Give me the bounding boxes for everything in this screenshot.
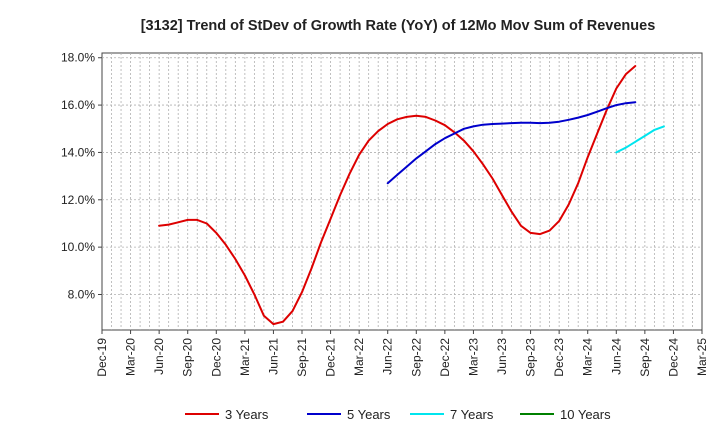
series-lines [158,65,665,326]
x-tick-label: Mar-25 [695,338,709,376]
legend-label: 10 Years [560,407,611,422]
x-tick-label: Sep-21 [295,338,309,377]
x-tick-label: Sep-20 [181,338,195,377]
legend-label: 7 Years [450,407,494,422]
x-tick-label: Jun-24 [609,338,623,375]
series-line-3 [615,125,665,154]
x-tick-label: Dec-19 [95,338,109,377]
x-axis-ticks: Dec-19 Mar-20 Jun-20 Sep-20 Dec-20 Mar-21 Jun-… [95,330,709,377]
x-tick-label: Dec-20 [209,338,223,377]
x-tick-label: Dec-23 [552,338,566,377]
legend-label: 5 Years [347,407,391,422]
legend-label: 3 Years [225,407,269,422]
y-axis-ticks: 8.0% 10.0% 12.0% 14.0% 16.0% 18.0% [61,51,102,301]
x-tick-label: Mar-23 [466,338,480,376]
x-tick-label: Sep-23 [524,338,538,377]
y-tick-label: 12.0% [61,193,95,207]
y-tick-label: 10.0% [61,240,95,254]
x-tick-label: Jun-22 [381,338,395,375]
grid-lines [102,53,702,330]
plot-area [101,52,703,331]
series-line-2 [386,101,637,185]
x-tick-label: Jun-21 [266,338,280,375]
y-tick-label: 16.0% [61,98,95,112]
x-tick-label: Sep-22 [409,338,423,377]
x-tick-label: Sep-24 [638,338,652,377]
x-tick-label: Dec-21 [324,338,338,377]
legend: 3 Years 5 Years 7 Years 10 Years [185,407,611,422]
y-tick-label: 18.0% [61,51,95,65]
y-tick-label: 14.0% [61,145,95,159]
x-tick-label: Mar-24 [581,338,595,376]
x-tick-label: Dec-22 [438,338,452,377]
chart-title: [3132] Trend of StDev of Growth Rate (Yo… [141,18,656,34]
x-tick-label: Jun-20 [152,338,166,375]
x-tick-label: Dec-24 [666,338,680,377]
x-tick-label: Mar-20 [124,338,138,376]
x-tick-label: Mar-22 [352,338,366,376]
series-line-1 [158,65,637,326]
x-tick-label: Jun-23 [495,338,509,375]
y-tick-label: 8.0% [68,287,96,301]
x-tick-label: Mar-21 [238,338,252,376]
